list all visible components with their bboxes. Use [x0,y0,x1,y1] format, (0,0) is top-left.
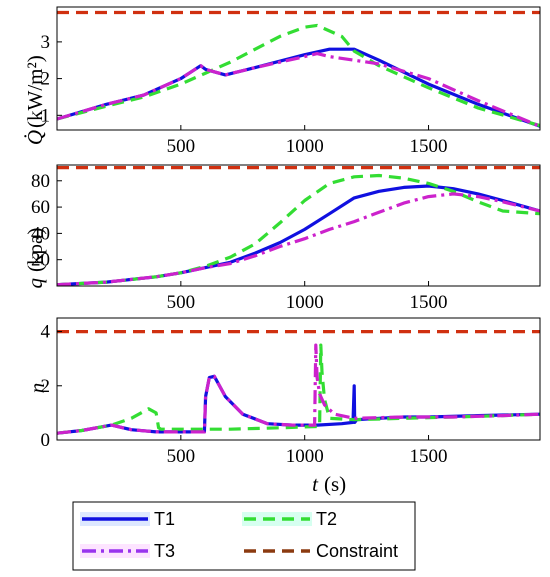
ytick-label: 40 [31,223,50,244]
xtick-label: 1000 [286,136,324,157]
legend: T1 T2 T3 Constraint [72,501,416,571]
ytick-label: 20 [31,250,50,271]
axes-frame-heat-flux [56,6,541,131]
ytick-label: 4 [41,322,51,343]
panel-heat-flux: 500 1000 1500 1 2 3 [41,6,541,157]
legend-label-t3: T3 [154,541,175,561]
xtick-label: 1000 [286,292,324,313]
series-t3-load-factor [57,343,540,435]
xlabel-time-unit: (s) [324,472,346,496]
xtick-label: 500 [167,136,196,157]
series-t3-heat-flux [57,52,540,128]
legend-swatch-t2-bg [242,512,312,526]
xtick-label: 1000 [286,446,324,467]
xtick-label: 1500 [410,292,448,313]
panel-load-factor: 500 1000 1500 0 2 4 [41,317,541,467]
xtick-label: 1500 [410,136,448,157]
panel-dynamic-pressure: 500 1000 1500 20 40 60 80 [31,164,541,313]
series-t1-pressure [57,184,540,286]
series-t2-load-factor [57,343,540,435]
ylabel-heat-flux-symbol: Q̇ [23,130,47,145]
ytick-label: 0 [41,430,51,451]
axes-frame-pressure [56,164,541,287]
ytick-label: 3 [41,32,51,53]
xtick-label: 500 [167,446,196,467]
series-t3-pressure [57,192,540,286]
legend-label-t2: T2 [316,509,337,529]
ylabel-heat-flux-unit: (kW/m²) [23,55,47,128]
xtick-label: 1500 [410,446,448,467]
ytick-label: 2 [41,69,51,90]
xlabel-time-symbol: t [312,472,319,496]
ylabel-pressure-symbol: q [23,278,47,289]
xtick-label: 500 [167,292,196,313]
legend-label-t1: T1 [154,509,175,529]
ylabel-pressure-unit: (kpa) [23,228,47,272]
plot-area-pressure [57,166,540,286]
series-t1-heat-flux [57,47,540,128]
ytick-label: 60 [31,197,50,218]
ytick-label: 80 [31,171,50,192]
series-t1-load-factor [57,374,540,435]
ylabel-load-factor: n [25,383,49,394]
ytick-label: 1 [41,105,51,126]
series-t2-heat-flux [57,23,540,128]
ytick-label: 2 [41,376,51,397]
plot-area-heat-flux [57,10,540,128]
axes-frame-load-factor [56,317,541,441]
legend-label-constraint: Constraint [316,541,398,561]
plot-area-load-factor [57,330,540,435]
